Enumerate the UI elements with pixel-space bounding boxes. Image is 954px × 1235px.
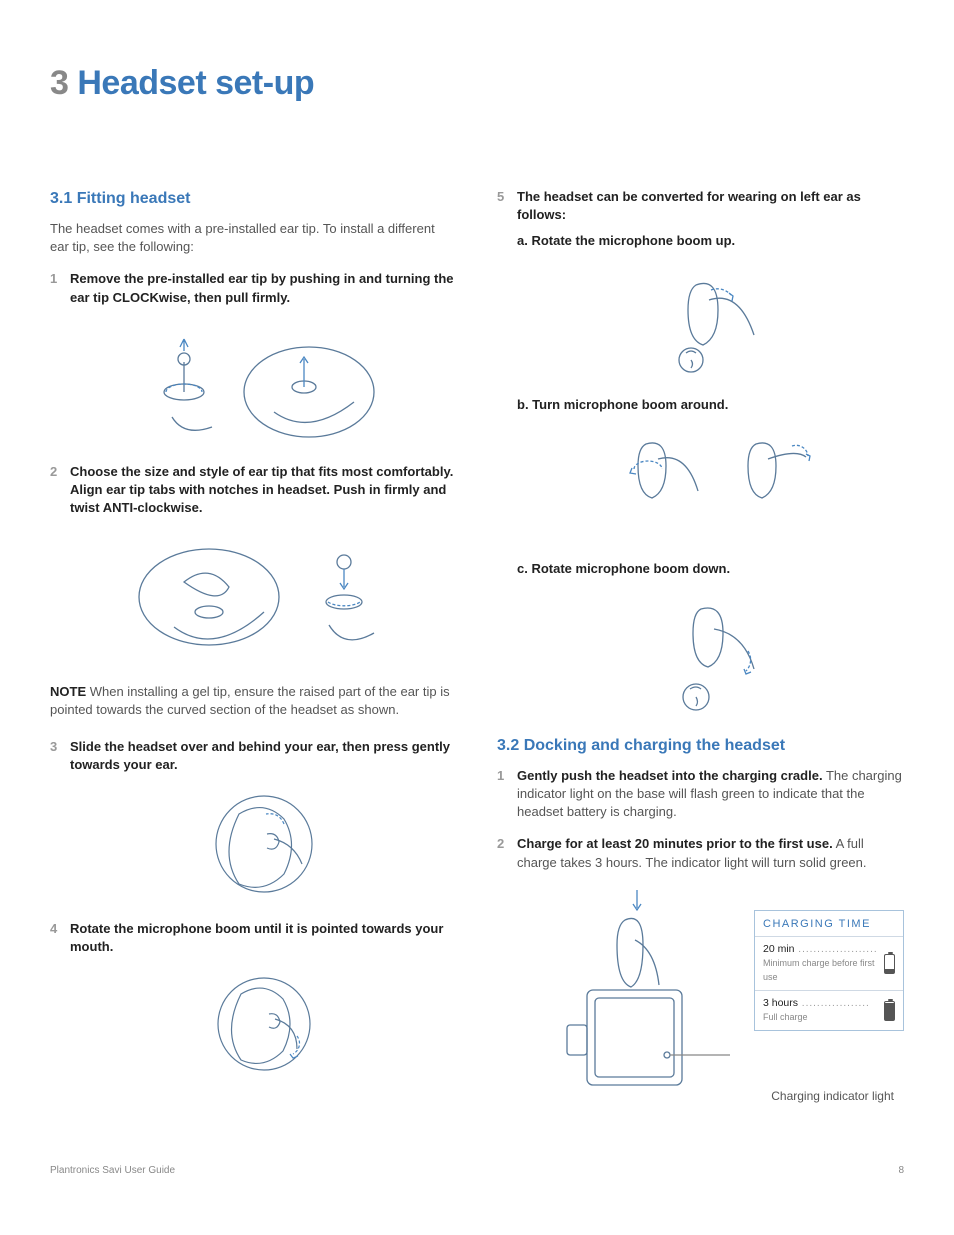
figure-charging-cradle <box>517 880 747 1105</box>
chapter-number: 3 <box>50 64 68 102</box>
charge-row2-desc: Full charge <box>763 1012 808 1022</box>
page-title: 3 Headset set-up <box>50 60 904 108</box>
battery-icon-full <box>884 1001 895 1021</box>
figure-install-eartip <box>70 527 457 667</box>
charge-row1-dots: ..................... <box>795 944 878 955</box>
content-columns: 3.1 Fitting headset The headset comes wi… <box>50 188 904 1124</box>
step-4-text: Rotate the microphone boom until it is p… <box>70 921 443 954</box>
step-2-text: Choose the size and style of ear tip tha… <box>70 464 453 515</box>
section-3-1-steps-cont: Slide the headset over and behind your e… <box>50 738 457 1082</box>
step-3: Slide the headset over and behind your e… <box>50 738 457 904</box>
figure-5c <box>517 589 904 719</box>
section-3-2-heading: 3.2 Docking and charging the headset <box>497 735 904 757</box>
charge-row-20min: 20 min ..................... Minimum cha… <box>755 937 903 991</box>
note-gel-tip: NOTE When installing a gel tip, ensure t… <box>50 683 457 719</box>
charge-row1-desc: Minimum charge before first use <box>763 958 875 982</box>
step-2: Choose the size and style of ear tip tha… <box>50 463 457 668</box>
step-5-text: The headset can be converted for wearing… <box>517 189 861 222</box>
right-column: The headset can be converted for wearing… <box>497 188 904 1124</box>
page-footer: Plantronics Savi User Guide 8 <box>50 1164 904 1178</box>
step-4: Rotate the microphone boom until it is p… <box>50 920 457 1081</box>
step-1-text: Remove the pre-installed ear tip by push… <box>70 271 454 304</box>
charge-row2-dots: .................. <box>798 998 870 1009</box>
footer-left: Plantronics Savi User Guide <box>50 1164 175 1178</box>
charging-time-table: CHARGING TIME 20 min ...................… <box>754 910 904 1031</box>
step-3-2-2-title: Charge for at least 20 minutes prior to … <box>517 836 833 851</box>
charge-row1-time: 20 min <box>763 943 795 955</box>
figure-rotate-boom <box>70 966 457 1081</box>
charge-row-3hr: 3 hours .................. Full charge <box>755 991 903 1030</box>
section-3-1-intro: The headset comes with a pre-installed e… <box>50 220 457 256</box>
callout-text: Charging indicator light <box>771 1089 894 1103</box>
left-column: 3.1 Fitting headset The headset comes wi… <box>50 188 457 1124</box>
charging-figure-wrap: CHARGING TIME 20 min ...................… <box>517 880 904 1110</box>
charging-indicator-callout: Charging indicator light <box>771 1089 894 1105</box>
step-3-2-2: Charge for at least 20 minutes prior to … <box>497 835 904 1110</box>
footer-page-number: 8 <box>898 1164 904 1178</box>
note-text: When installing a gel tip, ensure the ra… <box>50 684 450 717</box>
figure-wear-headset <box>70 784 457 904</box>
step-1: Remove the pre-installed ear tip by push… <box>50 270 457 446</box>
chapter-title: Headset set-up <box>77 64 314 102</box>
step-5b-label: b. Turn microphone boom around. <box>517 396 904 414</box>
step-5: The headset can be converted for wearing… <box>497 188 904 719</box>
step-3-2-1: Gently push the headset into the chargin… <box>497 767 904 822</box>
section-3-1-heading: 3.1 Fitting headset <box>50 188 457 210</box>
step-5a-label: a. Rotate the microphone boom up. <box>517 232 904 250</box>
charging-time-header: CHARGING TIME <box>755 911 903 937</box>
step-5c-label: c. Rotate microphone boom down. <box>517 560 904 578</box>
figure-5b <box>517 424 904 544</box>
note-label: NOTE <box>50 684 86 699</box>
section-3-1-steps: Remove the pre-installed ear tip by push… <box>50 270 457 667</box>
charge-row2-time: 3 hours <box>763 997 798 1009</box>
figure-5a <box>517 260 904 380</box>
section-3-2-steps: Gently push the headset into the chargin… <box>497 767 904 1110</box>
step-3-2-1-title: Gently push the headset into the chargin… <box>517 768 823 783</box>
section-3-1-step5: The headset can be converted for wearing… <box>497 188 904 719</box>
figure-remove-eartip <box>70 317 457 447</box>
step-3-text: Slide the headset over and behind your e… <box>70 739 450 772</box>
battery-icon-low <box>884 954 895 974</box>
